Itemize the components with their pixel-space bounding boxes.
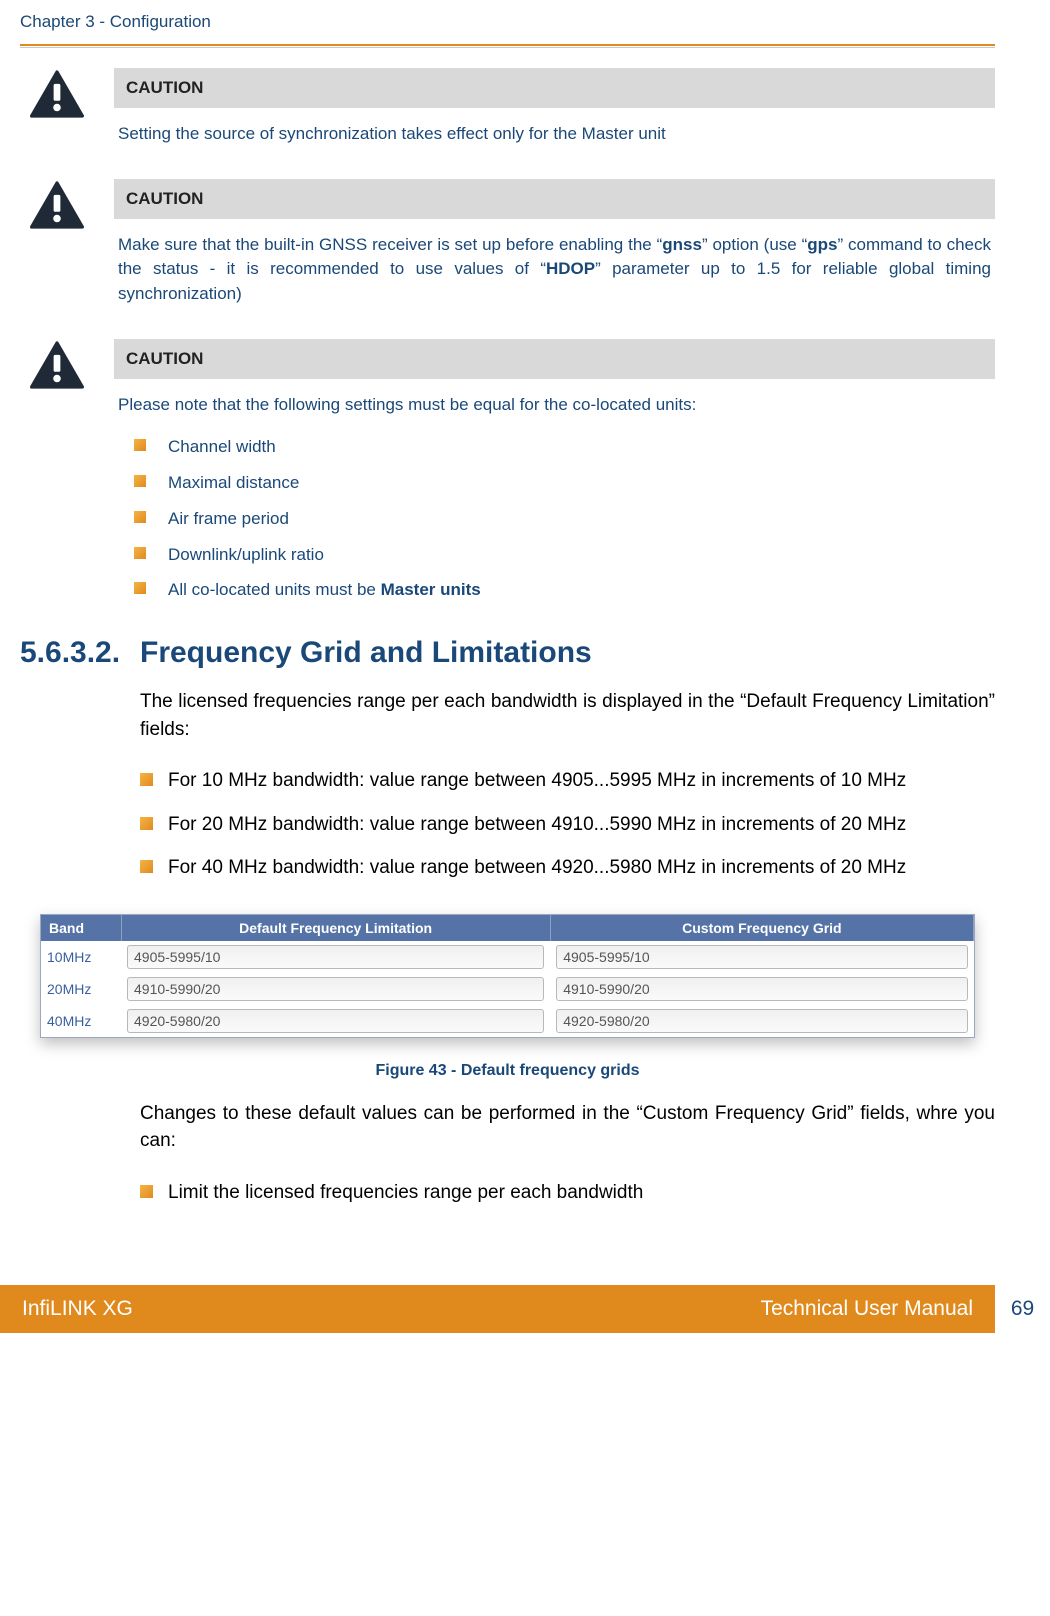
section-title: Frequency Grid and Limitations <box>140 636 592 670</box>
list-item: For 40 MHz bandwidth: value range betwee… <box>140 846 995 890</box>
list-item: For 20 MHz bandwidth: value range betwee… <box>140 803 995 847</box>
caution-block-3: CAUTION Please note that the following s… <box>20 339 995 609</box>
custom-freq-input[interactable] <box>556 945 967 969</box>
text-bold: HDOP <box>546 259 595 278</box>
caution-icon <box>20 339 96 394</box>
band-cell: 40MHz <box>41 1005 121 1037</box>
table-row: 40MHz <box>41 1005 974 1037</box>
custom-freq-input[interactable] <box>556 1009 967 1033</box>
list-item: All co-located units must be Master unit… <box>134 572 995 608</box>
band-cell: 10MHz <box>41 941 121 973</box>
section-number: 5.6.3.2. <box>20 636 140 670</box>
list-item: Air frame period <box>134 501 995 537</box>
caution-block-1: CAUTION Setting the source of synchroniz… <box>20 68 995 151</box>
caution-text: Please note that the following settings … <box>114 379 995 422</box>
table-row: 20MHz <box>41 973 974 1005</box>
text-part: Make sure that the built-in GNSS receive… <box>118 235 662 254</box>
freq-range-list: For 10 MHz bandwidth: value range betwee… <box>140 759 995 890</box>
list-item: Limit the licensed frequencies range per… <box>140 1171 995 1215</box>
caution-title: CAUTION <box>114 68 995 108</box>
caution-title: CAUTION <box>114 179 995 219</box>
text-part: All co-located units must be <box>168 580 381 599</box>
frequency-grid-table: Band Default Frequency Limitation Custom… <box>40 914 975 1038</box>
page-number: 69 <box>995 1297 1050 1321</box>
figure-caption: Figure 43 - Default frequency grids <box>20 1062 995 1080</box>
caution-icon <box>20 179 96 234</box>
col-header-band: Band <box>41 915 121 941</box>
body-paragraph: Changes to these default values can be p… <box>140 1100 995 1155</box>
text-bold: gps <box>807 235 837 254</box>
page-footer: InfiLINK XG Technical User Manual 69 <box>0 1285 1050 1333</box>
table-row: 10MHz <box>41 941 974 973</box>
section-heading: 5.6.3.2. Frequency Grid and Limitations <box>20 636 995 670</box>
caution-title: CAUTION <box>114 339 995 379</box>
caution-text: Make sure that the built-in GNSS receive… <box>114 219 995 311</box>
text-bold: Master units <box>381 580 481 599</box>
list-item: For 10 MHz bandwidth: value range betwee… <box>140 759 995 803</box>
footer-doc-title: Technical User Manual <box>761 1297 973 1321</box>
body-paragraph: The licensed frequencies range per each … <box>140 688 995 743</box>
default-freq-input[interactable] <box>127 977 544 1001</box>
footer-product: InfiLINK XG <box>22 1297 133 1321</box>
caution-text: Setting the source of synchronization ta… <box>114 108 995 151</box>
col-header-default: Default Frequency Limitation <box>121 915 550 941</box>
custom-grid-list: Limit the licensed frequencies range per… <box>140 1171 995 1215</box>
header-rule <box>20 44 995 48</box>
caution-list: Channel width Maximal distance Air frame… <box>114 421 995 608</box>
text-bold: gnss <box>662 235 702 254</box>
list-item: Channel width <box>134 429 995 465</box>
default-freq-input[interactable] <box>127 945 544 969</box>
default-freq-input[interactable] <box>127 1009 544 1033</box>
caution-block-2: CAUTION Make sure that the built-in GNSS… <box>20 179 995 311</box>
list-item: Maximal distance <box>134 465 995 501</box>
chapter-header: Chapter 3 - Configuration <box>20 12 995 38</box>
band-cell: 20MHz <box>41 973 121 1005</box>
caution-icon <box>20 68 96 123</box>
col-header-custom: Custom Frequency Grid <box>550 915 973 941</box>
text-part: ” option (use “ <box>702 235 807 254</box>
list-item: Downlink/uplink ratio <box>134 537 995 573</box>
custom-freq-input[interactable] <box>556 977 967 1001</box>
